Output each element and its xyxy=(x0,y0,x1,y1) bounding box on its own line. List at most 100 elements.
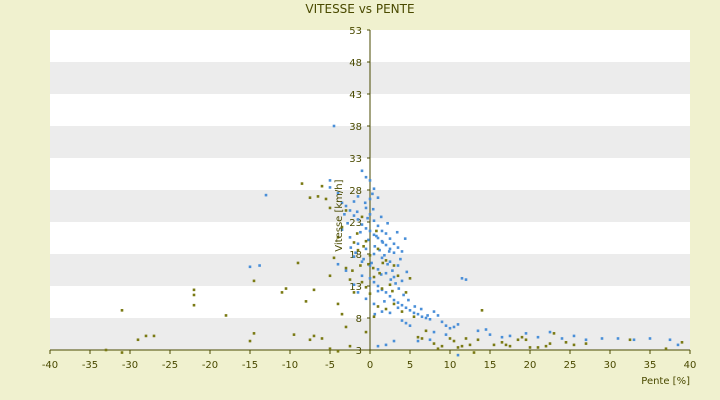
data-point-olive xyxy=(120,351,124,354)
data-point-olive xyxy=(320,184,324,188)
data-point-olive xyxy=(378,271,381,275)
data-point-olive xyxy=(572,343,576,347)
data-point-olive xyxy=(340,312,344,316)
data-point-blue xyxy=(416,312,420,316)
data-point-olive xyxy=(664,347,668,351)
data-point-blue xyxy=(436,314,440,317)
data-point-olive xyxy=(332,256,336,260)
data-point-olive xyxy=(384,259,388,262)
data-point-olive xyxy=(308,338,312,342)
data-point-blue xyxy=(348,236,352,239)
data-point-olive xyxy=(452,339,456,343)
data-point-blue xyxy=(476,329,480,333)
data-point-blue xyxy=(400,319,404,322)
chart-title: VITESSE vs PENTE xyxy=(305,2,415,16)
x-tick-label: -15 xyxy=(242,360,258,371)
data-point-olive xyxy=(472,351,476,354)
data-point-blue xyxy=(392,339,396,343)
data-point-blue xyxy=(524,332,528,335)
data-point-olive xyxy=(344,209,348,212)
data-point-blue xyxy=(460,277,464,280)
data-point-olive xyxy=(392,302,396,306)
data-point-blue xyxy=(332,124,336,128)
data-point-olive xyxy=(436,347,440,351)
data-point-blue xyxy=(364,297,368,301)
data-point-blue xyxy=(381,241,385,244)
data-point-blue xyxy=(363,201,367,205)
y-tick-label: 18 xyxy=(349,250,362,261)
data-point-blue xyxy=(380,229,384,233)
data-point-olive xyxy=(528,346,532,349)
data-point-olive xyxy=(420,337,424,340)
data-point-blue xyxy=(386,262,389,266)
data-point-olive xyxy=(252,279,256,283)
x-tick-label: -35 xyxy=(82,360,98,371)
y-tick-label: 13 xyxy=(349,282,362,293)
data-point-blue xyxy=(408,324,412,327)
data-point-blue xyxy=(484,328,488,331)
x-tick-label: 0 xyxy=(367,360,373,371)
data-point-olive xyxy=(584,342,588,345)
data-point-blue xyxy=(388,247,392,251)
data-point-olive xyxy=(432,342,436,345)
data-point-olive xyxy=(296,261,300,265)
x-tick-label: -20 xyxy=(202,360,218,371)
data-point-olive xyxy=(192,303,196,307)
data-point-olive xyxy=(351,269,354,272)
data-point-olive xyxy=(316,195,320,198)
data-point-blue xyxy=(378,248,381,252)
y-tick-label: 28 xyxy=(349,186,362,197)
x-tick-label: -5 xyxy=(325,360,335,371)
x-tick-label: -25 xyxy=(162,360,178,371)
data-point-blue xyxy=(344,269,348,272)
data-point-blue xyxy=(632,338,636,342)
data-point-blue xyxy=(352,283,356,287)
data-point-blue xyxy=(372,302,376,306)
data-point-blue xyxy=(360,169,364,173)
data-point-olive xyxy=(336,349,340,353)
data-point-olive xyxy=(392,264,396,267)
data-point-blue xyxy=(404,306,408,310)
data-point-blue xyxy=(340,201,344,205)
data-point-olive xyxy=(348,344,352,348)
data-point-blue xyxy=(354,251,357,255)
data-point-blue xyxy=(360,223,364,226)
data-point-olive xyxy=(381,261,385,265)
data-point-blue xyxy=(396,301,400,304)
data-point-olive xyxy=(468,343,472,347)
data-point-blue xyxy=(383,300,386,303)
data-point-olive xyxy=(372,315,376,319)
data-point-olive xyxy=(304,300,308,303)
data-point-olive xyxy=(344,325,348,329)
data-point-blue xyxy=(648,337,652,340)
data-point-olive xyxy=(380,287,384,290)
data-point-olive xyxy=(536,346,540,349)
data-point-olive xyxy=(248,339,252,343)
data-point-blue xyxy=(376,268,380,271)
data-point-blue xyxy=(428,317,432,321)
data-point-olive xyxy=(524,338,528,342)
data-point-blue xyxy=(379,215,383,219)
data-point-blue xyxy=(379,273,383,276)
data-point-blue xyxy=(548,330,552,334)
data-point-blue xyxy=(371,192,374,196)
data-point-olive xyxy=(552,332,556,335)
data-point-blue xyxy=(395,230,399,234)
data-point-blue xyxy=(328,179,332,182)
data-point-blue xyxy=(424,316,428,320)
data-point-olive xyxy=(144,334,148,338)
data-point-blue xyxy=(392,251,396,255)
data-point-blue xyxy=(391,269,394,272)
data-point-blue xyxy=(402,293,405,297)
data-point-blue xyxy=(366,216,369,220)
data-point-blue xyxy=(376,196,380,199)
data-point-blue xyxy=(356,291,360,294)
data-point-blue xyxy=(397,287,401,290)
data-point-blue xyxy=(384,243,388,247)
data-point-blue xyxy=(352,200,356,203)
data-point-blue xyxy=(364,206,368,210)
data-point-blue xyxy=(370,261,373,265)
data-point-olive xyxy=(376,247,380,251)
data-point-blue xyxy=(356,195,360,198)
